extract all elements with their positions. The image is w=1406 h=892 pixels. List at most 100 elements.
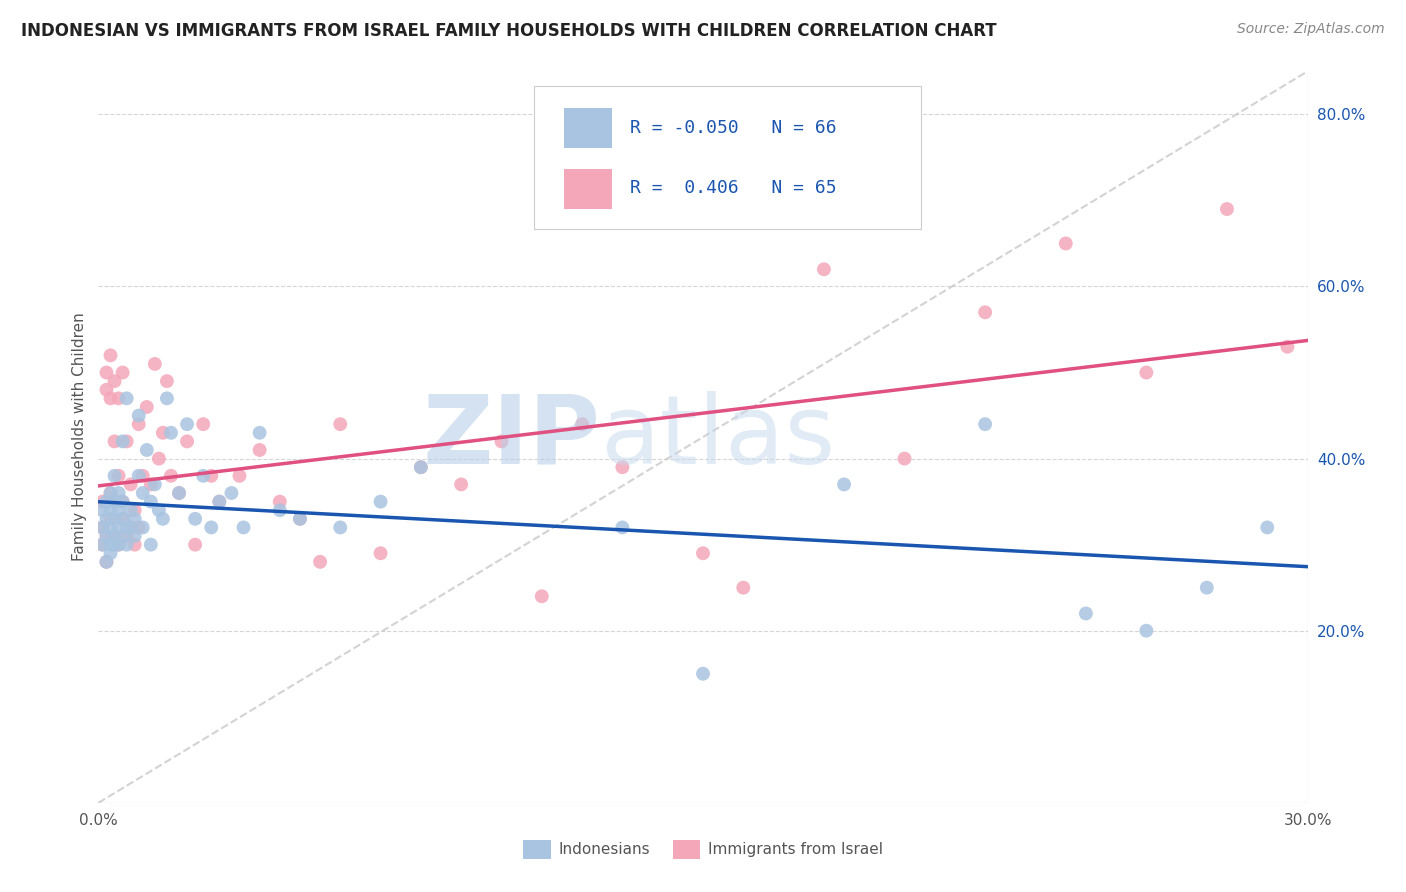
Point (370, 494, 392, 508)
Text: R =  0.406   N = 65: R = 0.406 N = 65 (630, 179, 837, 197)
Point (974, 305, 997, 319)
FancyBboxPatch shape (564, 169, 613, 209)
Point (107, 486, 129, 500)
Point (269, 494, 291, 508)
Point (107, 503, 129, 517)
Point (124, 538, 146, 552)
Point (120, 477, 142, 491)
Point (91, 538, 114, 552)
Point (450, 477, 472, 491)
Point (103, 529, 125, 543)
Point (107, 538, 129, 552)
Point (160, 468, 183, 483)
Point (288, 512, 311, 526)
Point (409, 460, 432, 475)
Point (91, 538, 114, 552)
Point (733, 581, 755, 595)
Point (1135, 624, 1157, 638)
Point (200, 468, 222, 483)
Point (103, 538, 125, 552)
Point (184, 512, 207, 526)
Point (288, 512, 311, 526)
Point (124, 512, 146, 526)
Point (100, 486, 122, 500)
Point (176, 434, 198, 449)
Point (1277, 340, 1299, 354)
Point (152, 425, 174, 440)
Point (139, 538, 162, 552)
Point (309, 555, 332, 569)
Point (1054, 236, 1077, 251)
Point (152, 512, 174, 526)
Point (228, 468, 250, 483)
Point (135, 442, 157, 457)
Point (1074, 607, 1097, 621)
Point (96, 494, 118, 508)
Point (128, 409, 150, 423)
Point (111, 366, 134, 380)
Point (100, 503, 122, 517)
Point (100, 512, 122, 526)
Point (100, 486, 122, 500)
Point (111, 434, 134, 449)
Point (103, 434, 125, 449)
Point (103, 374, 125, 388)
Point (530, 589, 553, 603)
Point (176, 417, 198, 432)
Point (96, 529, 118, 543)
Point (135, 400, 157, 414)
Point (1216, 202, 1239, 216)
Point (1195, 581, 1218, 595)
Point (193, 417, 215, 432)
Point (143, 357, 166, 371)
Point (193, 468, 215, 483)
Point (208, 494, 231, 508)
Point (115, 392, 138, 406)
Point (491, 434, 513, 449)
Point (120, 520, 142, 534)
Point (221, 486, 243, 500)
Point (132, 486, 155, 500)
Point (91, 503, 114, 517)
Point (100, 392, 122, 406)
FancyBboxPatch shape (534, 86, 921, 228)
Point (692, 546, 714, 560)
Point (124, 503, 146, 517)
Point (100, 348, 122, 362)
Point (132, 520, 155, 534)
Point (96, 366, 118, 380)
Point (156, 374, 179, 388)
Point (128, 468, 150, 483)
Point (893, 451, 915, 466)
Point (100, 538, 122, 552)
Point (148, 451, 170, 466)
Point (612, 520, 634, 534)
Point (156, 392, 179, 406)
Point (107, 538, 129, 552)
Point (813, 262, 835, 277)
Point (249, 442, 271, 457)
Point (115, 529, 138, 543)
Point (128, 520, 150, 534)
Point (167, 486, 190, 500)
Point (329, 417, 352, 432)
Point (100, 546, 122, 560)
Point (120, 503, 142, 517)
Point (100, 520, 122, 534)
Point (111, 529, 134, 543)
Point (1135, 366, 1157, 380)
Point (160, 425, 183, 440)
Point (208, 494, 231, 508)
Text: INDONESIAN VS IMMIGRANTS FROM ISRAEL FAMILY HOUSEHOLDS WITH CHILDREN CORRELATION: INDONESIAN VS IMMIGRANTS FROM ISRAEL FAM… (21, 22, 997, 40)
Point (91, 520, 114, 534)
Point (115, 520, 138, 534)
Point (184, 538, 207, 552)
Point (111, 512, 134, 526)
Point (96, 383, 118, 397)
Point (111, 494, 134, 508)
Point (111, 512, 134, 526)
Point (370, 546, 392, 560)
Point (409, 460, 432, 475)
Point (232, 520, 254, 534)
Point (120, 520, 142, 534)
